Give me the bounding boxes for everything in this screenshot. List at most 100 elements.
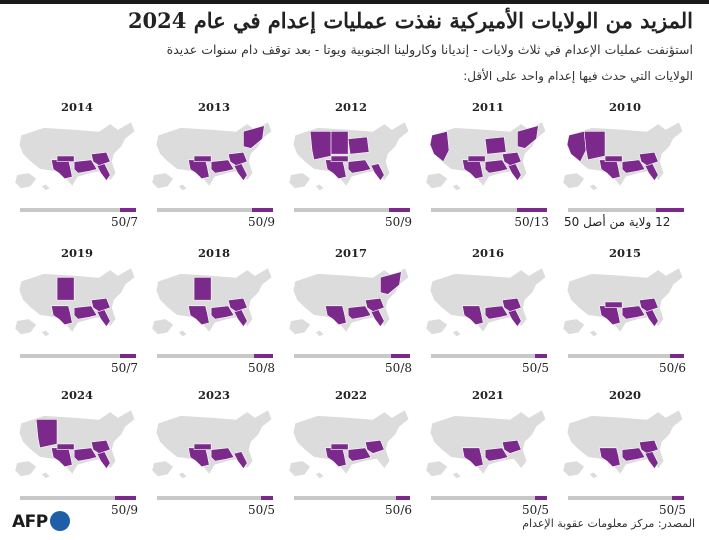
executing-states-region xyxy=(210,305,235,320)
executing-states-region xyxy=(90,439,111,454)
share-bar xyxy=(431,354,547,358)
share-bar-fill xyxy=(389,208,410,212)
share-bar xyxy=(568,496,684,500)
count-label: 50/8 xyxy=(385,361,412,375)
year-panel: 2021 50/5 xyxy=(423,388,553,518)
alaska-shape xyxy=(289,319,311,335)
executing-states-region xyxy=(462,447,484,468)
alaska-shape xyxy=(426,319,448,335)
us-outline xyxy=(18,121,136,188)
year-label: 2016 xyxy=(471,246,504,260)
us-outline xyxy=(155,409,273,476)
year-panel: 2011 50/13 xyxy=(423,100,553,230)
year-label: 2015 xyxy=(608,246,641,260)
executing-states-region xyxy=(347,447,372,462)
alaska-shape xyxy=(289,461,311,477)
share-bar-fill xyxy=(252,208,273,212)
year-panel: 2017 50/8 xyxy=(286,246,416,376)
count-label: 50/13 xyxy=(514,215,549,229)
share-bar xyxy=(20,354,136,358)
alaska-shape xyxy=(289,173,311,189)
year-label: 2023 xyxy=(197,388,230,402)
share-bar xyxy=(294,354,410,358)
year-panel: 2024 50/9 xyxy=(12,388,142,518)
executing-states-region xyxy=(583,131,606,161)
year-panel: 2018 50/8 xyxy=(149,246,279,376)
hawaii-shape xyxy=(178,330,187,337)
share-bar xyxy=(568,354,684,358)
executing-states-region xyxy=(621,159,646,174)
executing-states-region xyxy=(210,447,235,462)
us-map xyxy=(152,121,273,191)
executing-states-region xyxy=(621,447,646,462)
alaska-shape xyxy=(563,461,585,477)
executing-states-region xyxy=(188,159,210,180)
us-map xyxy=(289,121,410,191)
share-bar xyxy=(157,354,273,358)
alaska-shape xyxy=(152,173,174,189)
executing-states-region xyxy=(330,155,349,162)
share-bar-fill xyxy=(261,496,273,500)
executing-states-region xyxy=(210,159,235,174)
executing-states-region xyxy=(35,419,58,449)
share-bar-fill xyxy=(670,354,684,358)
year-panel: 2022 50/6 xyxy=(286,388,416,518)
us-outline xyxy=(292,409,410,476)
share-bar-fill xyxy=(535,496,547,500)
year-label: 2010 xyxy=(608,100,641,114)
share-bar xyxy=(20,208,136,212)
year-label: 2018 xyxy=(197,246,230,260)
us-map xyxy=(426,409,547,479)
alaska-shape xyxy=(426,461,448,477)
share-bar-fill xyxy=(119,354,136,358)
executing-states-region xyxy=(90,151,111,166)
hawaii-shape xyxy=(589,330,598,337)
executing-states-region xyxy=(73,159,98,174)
share-bar-fill xyxy=(254,354,273,358)
executing-states-region xyxy=(484,136,507,155)
executing-states-region xyxy=(501,297,522,312)
executing-states-region xyxy=(370,163,385,182)
us-map xyxy=(15,121,136,191)
executing-states-region xyxy=(330,443,349,450)
share-bar-fill xyxy=(656,208,684,212)
hawaii-shape xyxy=(41,330,50,337)
count-label: 50/8 xyxy=(248,361,275,375)
count-label: 50/5 xyxy=(522,361,549,375)
hawaii-shape xyxy=(589,184,598,191)
logo-dot-icon xyxy=(49,511,70,531)
executing-states-region xyxy=(51,305,73,326)
share-bar xyxy=(431,208,547,212)
count-label: 50/9 xyxy=(111,503,138,517)
executing-states-region xyxy=(467,155,486,162)
afp-logo: AFP xyxy=(12,511,70,532)
executing-states-region xyxy=(233,451,248,470)
year-label: 2013 xyxy=(197,100,230,114)
executing-states-region xyxy=(380,271,402,295)
executing-states-region xyxy=(347,136,370,155)
count-label: 50/9 xyxy=(248,215,275,229)
year-panel: 2020 50/5 xyxy=(560,388,690,518)
alaska-shape xyxy=(563,319,585,335)
share-bar-fill xyxy=(672,496,684,500)
us-outline xyxy=(566,267,684,334)
executing-states-region xyxy=(604,155,623,162)
us-map xyxy=(289,409,410,479)
hawaii-shape xyxy=(315,184,324,191)
hawaii-shape xyxy=(452,472,461,479)
hawaii-shape xyxy=(41,184,50,191)
executing-states-region xyxy=(644,451,659,470)
source-note: المصدر: مركز معلومات عقوبة الإعدام xyxy=(522,517,695,530)
executing-states-region xyxy=(227,151,248,166)
page-title: المزيد من الولايات الأميركية نفذت عمليات… xyxy=(127,8,693,33)
executing-states-region xyxy=(621,305,646,320)
executing-states-region xyxy=(193,155,212,162)
executing-states-region xyxy=(56,155,75,162)
count-label: 50/9 xyxy=(385,215,412,229)
count-label: 50/5 xyxy=(522,503,549,517)
us-map xyxy=(426,121,547,191)
year-label: 2024 xyxy=(60,388,93,402)
us-map xyxy=(563,267,684,337)
us-map xyxy=(15,409,136,479)
